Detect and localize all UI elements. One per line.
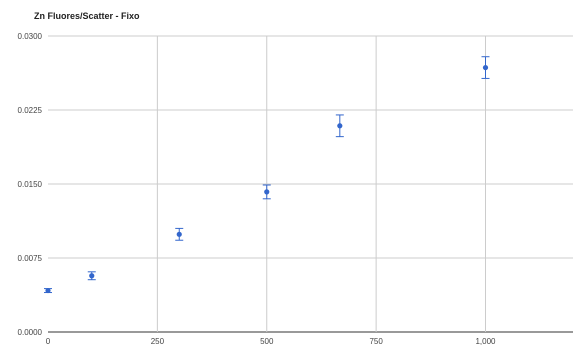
x-tick-label: 500 (260, 337, 274, 345)
data-point (482, 64, 489, 71)
x-tick-label: 250 (151, 337, 165, 345)
y-tick-label: 0.0225 (18, 106, 43, 115)
data-point (176, 231, 182, 237)
y-tick-label: 0.0000 (18, 328, 43, 337)
y-tick-label: 0.0075 (18, 254, 43, 263)
x-tick-label: 1,000 (475, 337, 496, 345)
data-point (89, 273, 95, 279)
data-point (264, 189, 270, 195)
y-tick-label: 0.0150 (18, 180, 43, 189)
data-point (45, 287, 51, 294)
x-tick-label: 750 (369, 337, 383, 345)
chart-title: Zn Fluores/Scatter - Fixo (34, 11, 140, 21)
x-tick-label: 0 (46, 337, 51, 345)
y-tick-label: 0.0300 (18, 32, 43, 41)
data-point (337, 123, 343, 129)
